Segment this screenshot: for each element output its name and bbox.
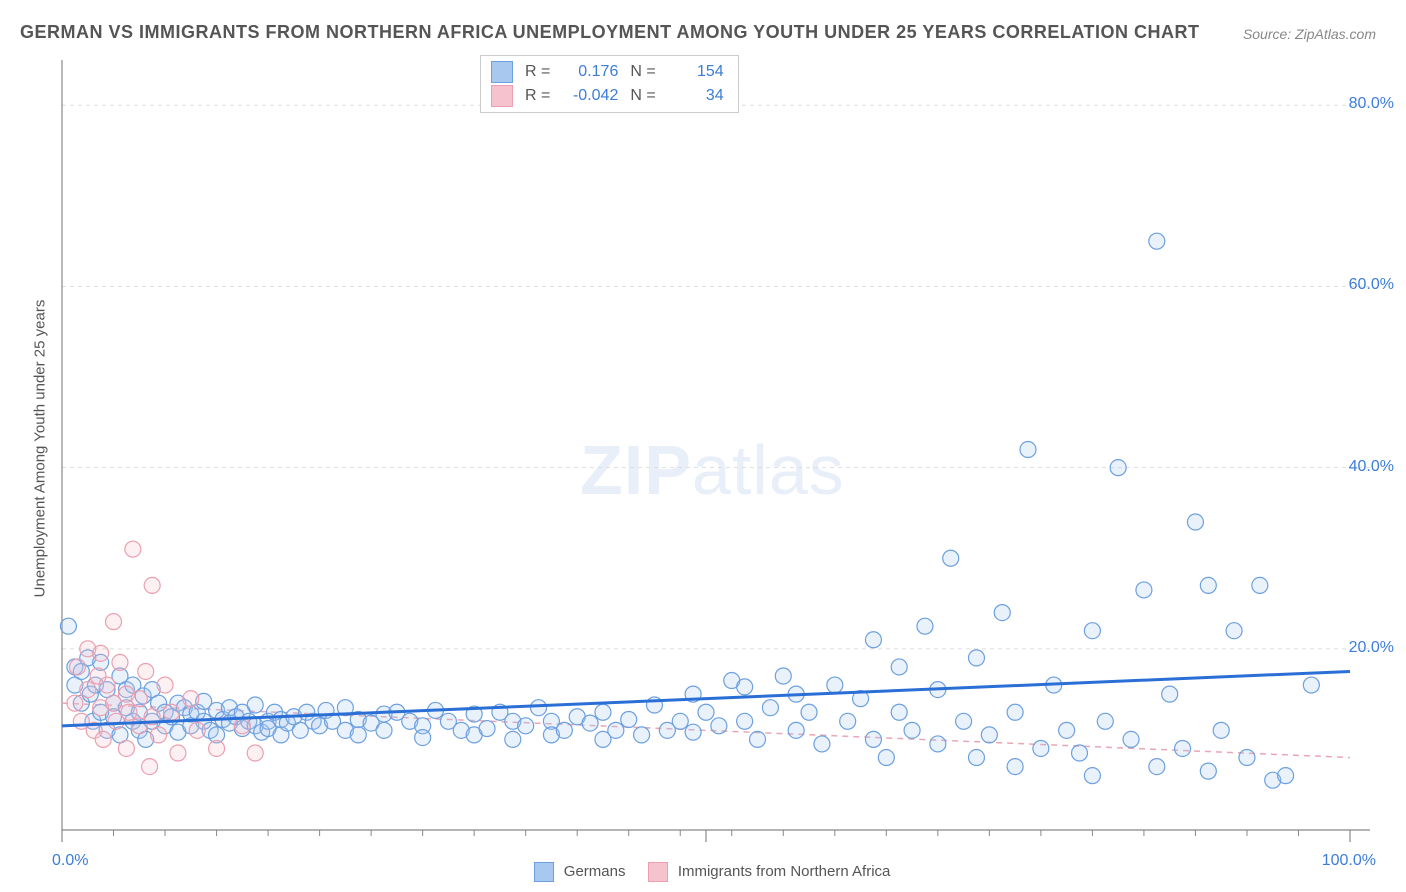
legend-swatch-germans [491, 61, 513, 83]
r-label: R = [525, 84, 550, 108]
legend-row-northern-africa: R = -0.042 N = 34 [491, 84, 724, 108]
correlation-legend: R = 0.176 N = 154 R = -0.042 N = 34 [480, 55, 739, 113]
n-value-northern-africa: 34 [664, 84, 724, 108]
y-tick: 60.0% [1349, 276, 1394, 294]
source-label: Source: ZipAtlas.com [1243, 26, 1376, 42]
n-value-germans: 154 [664, 60, 724, 84]
y-axis-label: Unemployment Among Youth under 25 years [32, 279, 49, 619]
legend-swatch-northern-africa-bottom [648, 862, 668, 882]
legend-label-northern-africa: Immigrants from Northern Africa [678, 863, 891, 880]
source-prefix: Source: [1243, 26, 1295, 42]
legend-swatch-northern-africa [491, 85, 513, 107]
r-value-northern-africa: -0.042 [558, 84, 618, 108]
y-tick: 80.0% [1349, 95, 1394, 113]
r-value-germans: 0.176 [558, 60, 618, 84]
y-tick: 20.0% [1349, 639, 1394, 657]
n-label: N = [630, 84, 655, 108]
legend-swatch-germans-bottom [534, 862, 554, 882]
x-tick-min: 0.0% [52, 852, 88, 870]
legend-label-germans: Germans [564, 863, 626, 880]
n-label: N = [630, 60, 655, 84]
x-tick-max: 100.0% [1322, 852, 1376, 870]
chart-title: GERMAN VS IMMIGRANTS FROM NORTHERN AFRIC… [20, 22, 1200, 43]
series-legend: Germans Immigrants from Northern Africa [0, 862, 1406, 882]
scatter-plot [50, 50, 1370, 850]
legend-row-germans: R = 0.176 N = 154 [491, 60, 724, 84]
source-site: ZipAtlas.com [1295, 26, 1376, 42]
r-label: R = [525, 60, 550, 84]
y-tick: 40.0% [1349, 458, 1394, 476]
